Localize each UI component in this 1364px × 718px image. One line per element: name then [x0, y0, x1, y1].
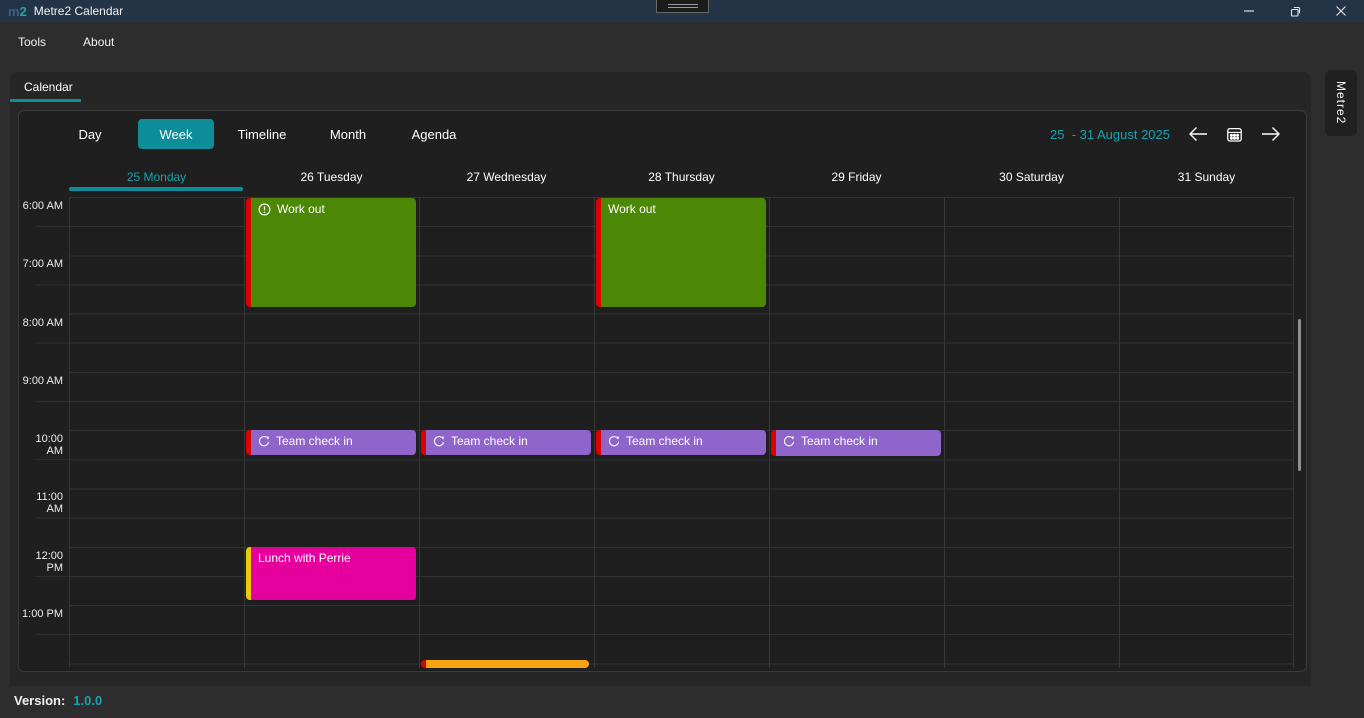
- minimize-button[interactable]: [1226, 0, 1272, 22]
- status-bar: Version: 1.0.0: [14, 693, 102, 708]
- event-title: Team check in: [276, 434, 353, 448]
- time-gutter-ticks: [35, 226, 69, 668]
- recurrence-icon: [608, 436, 620, 447]
- view-week-button[interactable]: Week: [138, 119, 214, 149]
- view-switcher: Day Week Timeline Month Agenda: [47, 119, 477, 149]
- event-team-check-in-tuesday[interactable]: Team check in: [246, 430, 416, 455]
- menu-tools[interactable]: Tools: [18, 35, 47, 49]
- recurrence-icon: [433, 436, 445, 447]
- day-header-row: 25 Monday 26 Tuesday 27 Wednesday 28 Thu…: [69, 157, 1294, 197]
- event-title: Team check in: [801, 434, 878, 448]
- version-label: Version:: [14, 693, 66, 708]
- day-column-wednesday[interactable]: [419, 197, 594, 668]
- date-picker-button[interactable]: [1226, 126, 1243, 143]
- view-month-button[interactable]: Month: [329, 126, 367, 142]
- drag-handle[interactable]: [656, 0, 709, 13]
- recurrence-icon: [783, 436, 795, 447]
- day-header-monday[interactable]: 25 Monday: [126, 170, 187, 184]
- day-header-sunday[interactable]: 31 Sunday: [1177, 170, 1236, 184]
- logo-2: 2: [19, 3, 27, 19]
- app-logo: m2: [8, 4, 27, 19]
- view-timeline-button[interactable]: Timeline: [237, 126, 287, 142]
- view-agenda-button[interactable]: Agenda: [411, 126, 457, 142]
- alert-icon: [258, 203, 271, 216]
- time-label: 10:00 AM: [35, 433, 63, 457]
- window-controls: [1226, 0, 1364, 22]
- minimize-icon: [1244, 10, 1254, 12]
- calendar-toolbar: Day Week Timeline Month Agenda 25 - 31 A…: [19, 111, 1306, 157]
- time-label: 9:00 AM: [22, 375, 63, 387]
- main-panel: Calendar Day Week Timeline Month Agenda …: [10, 72, 1311, 686]
- menu-bar: Tools About: [0, 22, 1364, 62]
- event-lunch-with-perrie[interactable]: Lunch with Perrie: [246, 547, 416, 600]
- time-label: 8:00 AM: [22, 317, 63, 329]
- event-workout-thursday[interactable]: Work out: [596, 198, 766, 307]
- event-workout-tuesday[interactable]: Work out: [246, 198, 416, 307]
- logo-m: m: [8, 3, 20, 19]
- tab-calendar[interactable]: Calendar: [10, 72, 81, 102]
- date-range-label: 25 - 31 August 2025: [1050, 126, 1170, 142]
- day-column-tuesday[interactable]: [244, 197, 419, 668]
- title-bar: m2 Metre2 Calendar: [0, 0, 1364, 22]
- next-week-button[interactable]: [1260, 125, 1282, 143]
- day-column-monday[interactable]: [69, 197, 244, 668]
- calendar-widget: Day Week Timeline Month Agenda 25 - 31 A…: [18, 110, 1307, 672]
- restore-button[interactable]: [1272, 0, 1318, 22]
- left-arrow-icon: [1189, 127, 1207, 141]
- event-title: Team check in: [626, 434, 703, 448]
- time-label: 11:00 AM: [36, 491, 63, 515]
- restore-icon: [1290, 6, 1300, 17]
- day-column-thursday[interactable]: [594, 197, 769, 668]
- time-label: 7:00 AM: [22, 258, 63, 270]
- day-header-thursday[interactable]: 28 Thursday: [648, 170, 715, 184]
- side-tab-metre2[interactable]: Metre2: [1325, 70, 1357, 136]
- day-column-saturday[interactable]: [944, 197, 1119, 668]
- day-header-friday[interactable]: 29 Friday: [831, 170, 882, 184]
- close-button[interactable]: [1318, 0, 1364, 22]
- selected-day-underline: [69, 187, 243, 191]
- date-picker-calendar-icon: [1227, 127, 1242, 142]
- day-column-sunday[interactable]: [1119, 197, 1294, 668]
- right-arrow-icon: [1262, 127, 1280, 141]
- event-title: Work out: [277, 202, 325, 216]
- side-tab-label: Metre2: [1334, 81, 1348, 125]
- close-icon: [1336, 6, 1346, 16]
- time-label: 6:00 AM: [22, 200, 63, 212]
- day-column-friday[interactable]: [769, 197, 944, 668]
- date-navigation: 25 - 31 August 2025: [1050, 125, 1306, 143]
- day-header-wednesday[interactable]: 27 Wednesday: [466, 170, 547, 184]
- event-partial-wednesday[interactable]: [421, 660, 589, 668]
- event-title: Team check in: [451, 434, 528, 448]
- view-day-button[interactable]: Day: [78, 126, 102, 142]
- version-value: 1.0.0: [73, 693, 103, 708]
- day-header-tuesday[interactable]: 26 Tuesday: [300, 170, 363, 184]
- time-label: 1:00 PM: [22, 608, 63, 620]
- day-header-saturday[interactable]: 30 Saturday: [999, 170, 1064, 184]
- vertical-scrollbar-thumb[interactable]: [1298, 319, 1301, 471]
- window-title: Metre2 Calendar: [33, 4, 124, 18]
- previous-week-button[interactable]: [1187, 125, 1209, 143]
- event-team-check-in-wednesday[interactable]: Team check in: [421, 430, 591, 455]
- tab-strip: Calendar: [10, 72, 81, 103]
- recurrence-icon: [258, 436, 270, 447]
- event-team-check-in-thursday[interactable]: Team check in: [596, 430, 766, 455]
- event-team-check-in-friday[interactable]: Team check in: [771, 430, 941, 456]
- event-title: Work out: [608, 202, 656, 216]
- event-title: Lunch with Perrie: [258, 551, 351, 565]
- menu-about[interactable]: About: [83, 35, 115, 49]
- time-label: 12:00 PM: [35, 550, 63, 574]
